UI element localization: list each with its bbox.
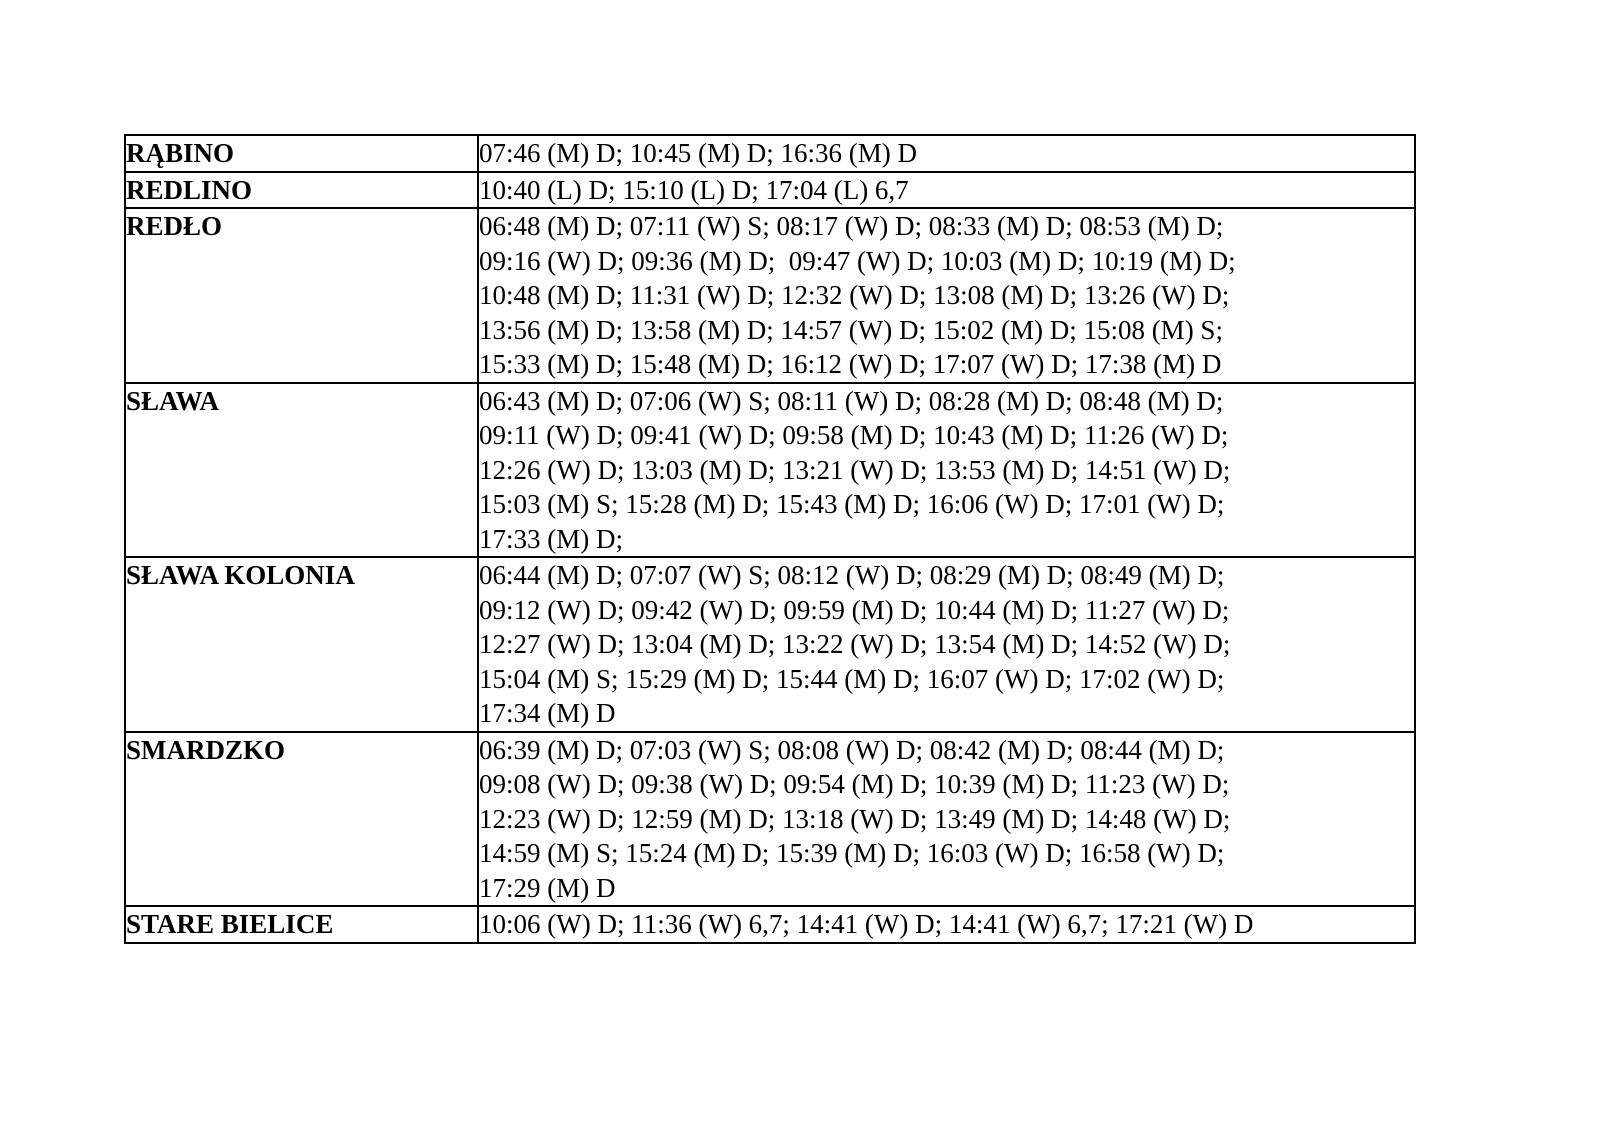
table-row: REDLINO 10:40 (L) D; 15:10 (L) D; 17:04 … xyxy=(124,170,1416,209)
times-line: 12:27 (W) D; 13:04 (M) D; 13:22 (W) D; 1… xyxy=(479,629,1231,659)
times-line: 12:23 (W) D; 12:59 (M) D; 13:18 (W) D; 1… xyxy=(479,803,1231,834)
times-line: 07:46 (M) D; 10:45 (M) D; 16:36 (M) D xyxy=(479,138,917,168)
table-row: SŁAWA 06:43 (M) D; 07:06 (W) S; 08:11 (W… xyxy=(124,381,1416,558)
station-name: REDŁO xyxy=(124,207,479,384)
times-line: 17:33 (M) D; xyxy=(479,523,623,554)
times-line: 09:16 (W) D; 09:36 (M) D; 09:47 (W) D; 1… xyxy=(479,245,1236,276)
table-row: REDŁO 06:48 (M) D; 07:11 (W) S; 08:17 (W… xyxy=(124,207,1416,384)
station-name: SŁAWA KOLONIA xyxy=(124,556,479,733)
times-line: 14:59 (M) S; 15:24 (M) D; 15:39 (M) D; 1… xyxy=(479,838,1225,868)
times-line: 06:48 (M) D; 07:11 (W) S; 08:17 (W) D; 0… xyxy=(479,211,1224,241)
table-row: SMARDZKO 06:39 (M) D; 07:03 (W) S; 08:08… xyxy=(124,730,1416,907)
times-cell: 06:39 (M) D; 07:03 (W) S; 08:08 (W) D; 0… xyxy=(477,730,1416,907)
station-name: REDLINO xyxy=(124,170,479,209)
times-line: 15:04 (M) S; 15:29 (M) D; 15:44 (M) D; 1… xyxy=(479,663,1225,694)
times-line: 10:40 (L) D; 15:10 (L) D; 17:04 (L) 6,7 xyxy=(479,174,909,205)
times-cell: 06:48 (M) D; 07:11 (W) S; 08:17 (W) D; 0… xyxy=(477,207,1416,384)
times-cell: 10:06 (W) D; 11:36 (W) 6,7; 14:41 (W) D;… xyxy=(477,905,1416,944)
station-name: RĄBINO xyxy=(124,134,479,173)
times-cell: 10:40 (L) D; 15:10 (L) D; 17:04 (L) 6,7 xyxy=(477,170,1416,209)
times-line: 12:26 (W) D; 13:03 (M) D; 13:21 (W) D; 1… xyxy=(479,454,1231,485)
table-row: SŁAWA KOLONIA 06:44 (M) D; 07:07 (W) S; … xyxy=(124,556,1416,733)
times-cell: 06:43 (M) D; 07:06 (W) S; 08:11 (W) D; 0… xyxy=(477,381,1416,558)
station-name: SŁAWA xyxy=(124,381,479,558)
times-line: 09:12 (W) D; 09:42 (W) D; 09:59 (M) D; 1… xyxy=(479,594,1230,625)
times-line: 06:43 (M) D; 07:06 (W) S; 08:11 (W) D; 0… xyxy=(479,385,1224,416)
times-line: 09:11 (W) D; 09:41 (W) D; 09:58 (M) D; 1… xyxy=(479,420,1229,450)
times-line: 17:29 (M) D xyxy=(479,872,616,903)
times-line: 17:34 (M) D xyxy=(479,698,616,728)
station-name: SMARDZKO xyxy=(124,730,479,907)
times-line: 06:39 (M) D; 07:03 (W) S; 08:08 (W) D; 0… xyxy=(479,734,1225,765)
times-cell: 07:46 (M) D; 10:45 (M) D; 16:36 (M) D xyxy=(477,134,1416,173)
times-line: 06:44 (M) D; 07:07 (W) S; 08:12 (W) D; 0… xyxy=(479,560,1225,590)
table-row: RĄBINO 07:46 (M) D; 10:45 (M) D; 16:36 (… xyxy=(124,134,1416,173)
table-row: STARE BIELICE 10:06 (W) D; 11:36 (W) 6,7… xyxy=(124,905,1416,944)
times-line: 09:08 (W) D; 09:38 (W) D; 09:54 (M) D; 1… xyxy=(479,769,1230,799)
timetable: RĄBINO 07:46 (M) D; 10:45 (M) D; 16:36 (… xyxy=(124,134,1416,944)
times-line: 10:48 (M) D; 11:31 (W) D; 12:32 (W) D; 1… xyxy=(479,280,1230,310)
times-line: 15:33 (M) D; 15:48 (M) D; 16:12 (W) D; 1… xyxy=(479,349,1222,379)
times-line: 13:56 (M) D; 13:58 (M) D; 14:57 (W) D; 1… xyxy=(479,314,1223,345)
times-cell: 06:44 (M) D; 07:07 (W) S; 08:12 (W) D; 0… xyxy=(477,556,1416,733)
station-name: STARE BIELICE xyxy=(124,905,479,944)
times-line: 15:03 (M) S; 15:28 (M) D; 15:43 (M) D; 1… xyxy=(479,489,1225,519)
times-line: 10:06 (W) D; 11:36 (W) 6,7; 14:41 (W) D;… xyxy=(479,909,1254,939)
